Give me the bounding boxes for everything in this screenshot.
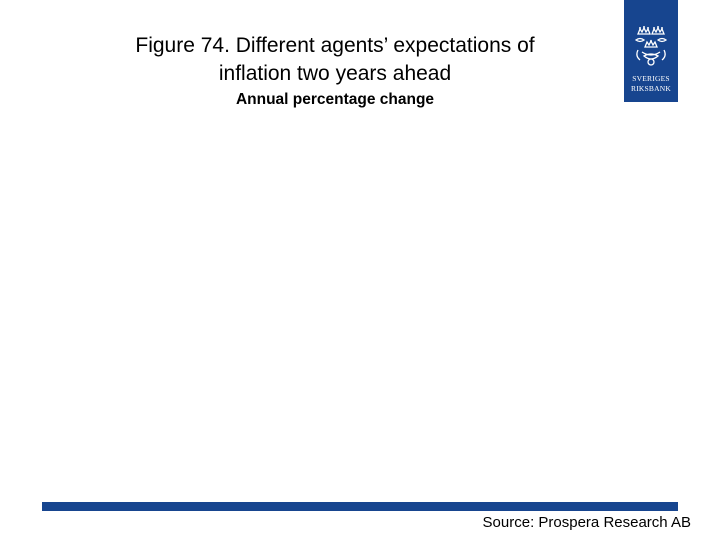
riksbank-logo: SVERIGES RIKSBANK: [624, 0, 678, 102]
figure-title-line-2: inflation two years ahead: [218, 62, 452, 85]
riksbank-crown-emblem-icon: [634, 26, 668, 66]
logo-text-riksbank: RIKSBANK: [631, 84, 671, 93]
figure-title: Figure 74. Different agents’ expectation…: [40, 32, 630, 88]
figure-subtitle: Annual percentage change: [235, 91, 435, 108]
figure-title-line-1: Figure 74. Different agents’ expectation…: [135, 34, 535, 57]
logo-text-sveriges: SVERIGES: [632, 74, 670, 83]
source-note: Source: Prospera Research AB: [482, 514, 691, 531]
footer-divider-bar: [42, 502, 678, 511]
